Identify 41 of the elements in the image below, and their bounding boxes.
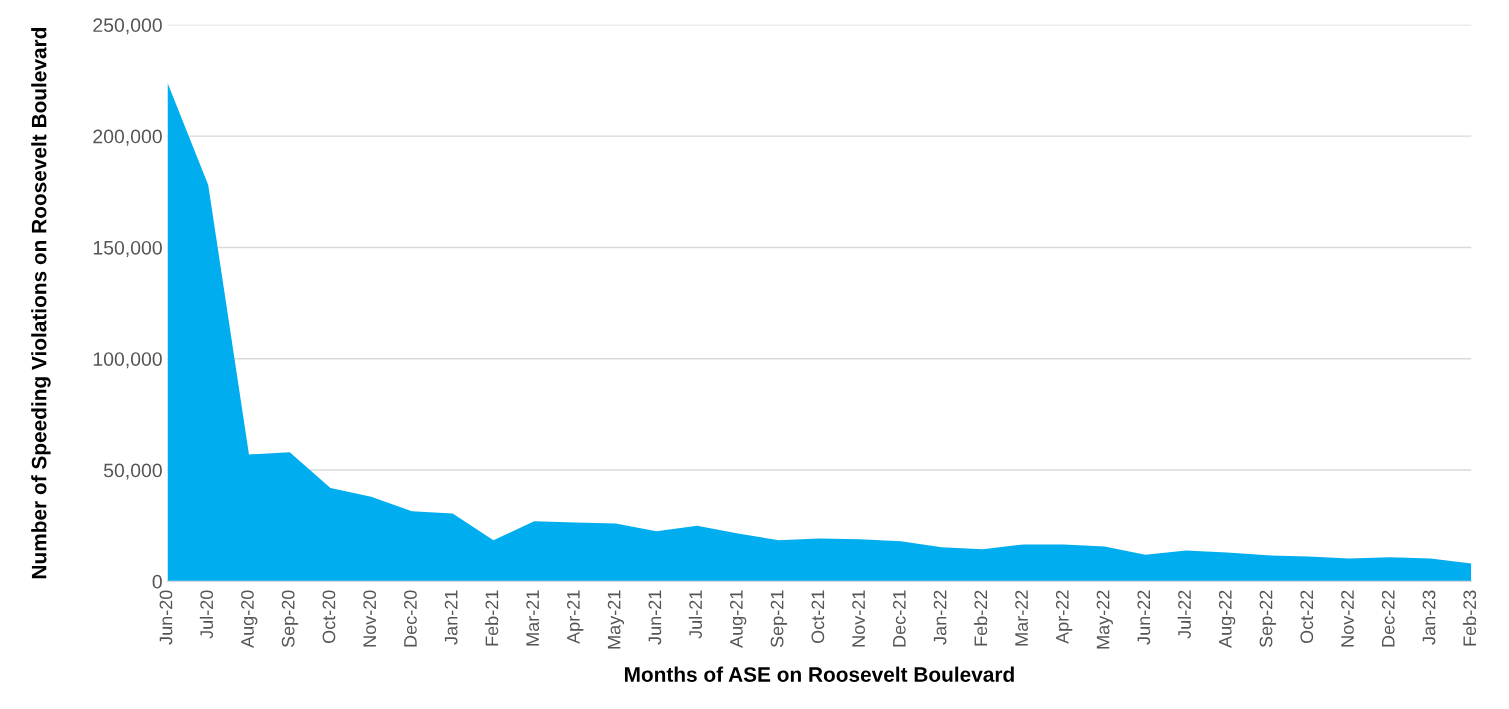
y-tick-label: 200,000 — [93, 129, 162, 146]
x-tick-label: Nov-20 — [363, 590, 377, 647]
x-tick-label: Oct-22 — [1300, 590, 1314, 644]
x-tick-label: Sep-20 — [281, 590, 299, 648]
x-tick-label: Dec-20 — [404, 590, 417, 647]
x-tick-label: Oct-21 — [811, 590, 825, 644]
x-tick-label: Apr-21 — [566, 590, 584, 644]
x-axis-title: Months of ASE on Roosevelt Boulevard — [624, 666, 1014, 682]
y-tick-label: 50,000 — [103, 463, 162, 480]
x-tick-label: Sep-22 — [1259, 590, 1276, 648]
x-tick-label: Jul-22 — [1177, 590, 1191, 639]
x-tick-label: Jun-20 — [159, 590, 173, 645]
x-tick-label: Aug-20 — [241, 590, 258, 648]
x-tick-label: Nov-21 — [852, 590, 865, 647]
y-tick-label: 250,000 — [93, 18, 162, 35]
x-tick-label: Aug-22 — [1218, 590, 1236, 648]
x-tick-label: Jul-20 — [199, 590, 214, 639]
x-tick-label: May-21 — [607, 590, 625, 649]
x-tick-label: Jun-22 — [1137, 590, 1151, 645]
x-tick-label: Jan-21 — [444, 590, 458, 645]
x-tick-label: Dec-21 — [892, 590, 906, 647]
x-tick-label: Jun-21 — [648, 590, 662, 645]
x-tick-label: Jan-23 — [1422, 590, 1436, 645]
y-tick-label: 150,000 — [93, 240, 162, 257]
x-tick-label: Oct-20 — [322, 590, 336, 644]
x-tick-label: Dec-22 — [1381, 590, 1395, 647]
x-tick-label: May-22 — [1096, 590, 1113, 649]
x-tick-label: Feb-21 — [485, 590, 499, 646]
x-tick-label: Apr-22 — [1055, 590, 1073, 644]
y-tick-label: 100,000 — [93, 352, 162, 369]
x-tick-label: Jul-21 — [688, 590, 702, 639]
x-tick-label: Aug-21 — [729, 590, 747, 648]
y-axis-title: Number of Speeding Violations on Roosevelt Boulevard — [31, 27, 51, 579]
x-tick-label: Feb-23 — [1462, 590, 1477, 646]
x-tick-label: Jan-22 — [933, 590, 947, 645]
x-tick-label: Feb-22 — [973, 590, 988, 646]
x-tick-label: Mar-21 — [526, 590, 540, 646]
x-tick-label: Nov-22 — [1341, 590, 1354, 647]
x-tick-label: Mar-22 — [1015, 590, 1028, 646]
x-tick-label: Sep-21 — [770, 590, 788, 648]
y-tick-label: 0 — [152, 574, 162, 589]
